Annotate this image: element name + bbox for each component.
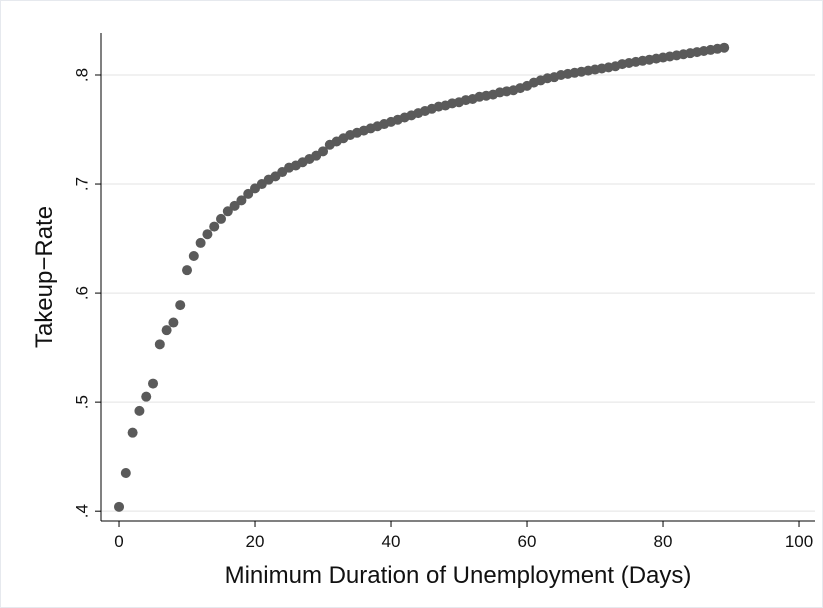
x-tick-label: 40 (382, 532, 401, 551)
point (188, 251, 199, 262)
point (120, 468, 131, 479)
point (222, 206, 233, 217)
x-tick-label: 60 (518, 532, 537, 551)
point (182, 265, 193, 276)
point (134, 405, 145, 416)
point (719, 42, 730, 53)
x-tick-label: 100 (785, 532, 813, 551)
point (175, 300, 186, 311)
point (216, 213, 227, 224)
y-tick-label: .5 (72, 395, 91, 409)
y-tick-label: .4 (72, 504, 91, 518)
x-tick-label: 80 (654, 532, 673, 551)
point (318, 146, 329, 157)
x-tick-label: 0 (114, 532, 123, 551)
y-tick-label: .7 (72, 177, 91, 191)
point (243, 188, 254, 199)
y-tick-label: .6 (72, 286, 91, 300)
point (148, 378, 159, 389)
y-axis-title: Takeup−Rate (31, 206, 58, 348)
point (236, 195, 247, 206)
point (229, 200, 240, 211)
x-tick-label: 20 (246, 532, 265, 551)
point (209, 221, 220, 232)
point (168, 317, 179, 328)
x-axis-title: Minimum Duration of Unemployment (Days) (225, 562, 692, 589)
point (114, 501, 125, 512)
point (161, 325, 172, 336)
point (127, 427, 138, 438)
y-tick-label: .8 (72, 68, 91, 82)
point (154, 339, 165, 350)
point (202, 229, 213, 240)
point (195, 237, 206, 248)
point (141, 391, 152, 402)
